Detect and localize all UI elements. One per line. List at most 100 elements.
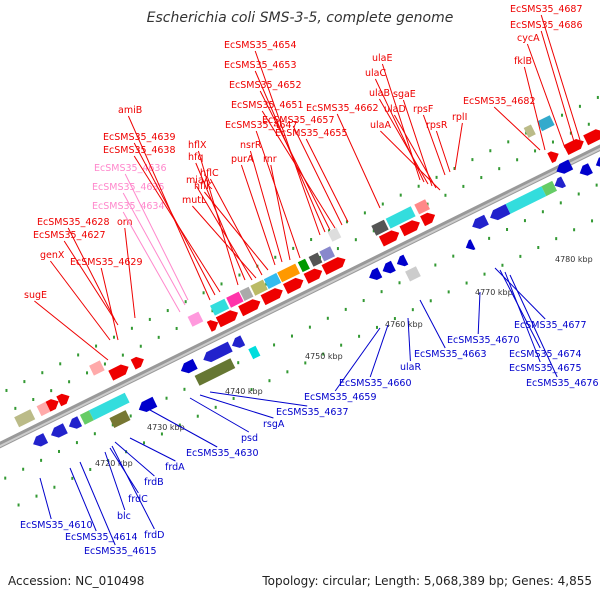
feature-leader-line: [419, 299, 446, 349]
ring-dot: [68, 380, 71, 384]
gene-feature: [465, 239, 476, 250]
ring-dot: [488, 236, 491, 240]
page-title: Escherichia coli SMS-3-5, complete genom…: [146, 10, 454, 26]
feature-leader-line: [499, 269, 541, 349]
ring-dot: [354, 238, 357, 242]
feature-label-reverse: EcSMS35_4630: [186, 448, 259, 459]
ring-dot: [578, 104, 581, 108]
feature-label-forward: nsrR: [240, 140, 262, 151]
gene-feature: [238, 299, 261, 317]
feature-label-forward: EcSMS35_4651: [231, 100, 304, 111]
ring-dot: [121, 353, 124, 357]
ring-dot: [444, 193, 447, 197]
ring-dot: [237, 361, 240, 365]
feature-leader-line: [477, 291, 481, 335]
feature-label-forward: orn: [117, 217, 133, 228]
ring-dot: [596, 95, 599, 99]
ring-dot: [250, 388, 253, 392]
ring-dot: [58, 449, 61, 453]
ring-dot: [358, 334, 361, 338]
ring-dot: [160, 432, 163, 436]
ring-dot: [322, 352, 325, 356]
gene-feature: [232, 335, 246, 348]
gene-feature: [420, 212, 436, 227]
feature-leader-line: [50, 260, 111, 341]
feature-label-forward: ulaC: [365, 68, 386, 79]
ring-dot: [523, 219, 526, 223]
ring-dot: [5, 388, 8, 392]
feature-label-forward: ulaB: [369, 88, 390, 99]
gene-feature: [248, 345, 261, 360]
feature-label-reverse: frdD: [144, 530, 164, 541]
ring-dot: [143, 441, 146, 445]
ring-dot: [112, 335, 115, 339]
gene-feature: [180, 358, 198, 374]
ring-dot: [103, 362, 106, 366]
gene-feature: [260, 288, 283, 306]
feature-leader-line: [369, 324, 389, 378]
feature-leader-line: [199, 394, 274, 419]
feature-leader-line: [124, 227, 136, 319]
ring-dot: [304, 361, 307, 365]
feature-label-forward: sgaE: [393, 89, 416, 100]
feature-leader-line: [34, 300, 109, 361]
ring-dot: [178, 423, 181, 427]
genome-backbone-highlight: [0, 147, 600, 448]
ring-dot: [483, 272, 486, 276]
feature-leader-line: [292, 125, 343, 226]
gene-feature: [382, 260, 396, 274]
scale-tick-label: 4730 kbp: [147, 423, 185, 432]
feature-leader-line: [494, 267, 546, 320]
gene-feature: [308, 252, 323, 267]
feature-label-reverse: EcSMS35_4676: [526, 378, 599, 389]
scale-tick-label: 4780 kbp: [555, 255, 593, 264]
ring-dot: [471, 158, 474, 162]
gene-feature: [215, 310, 238, 328]
feature-label-forward: EcSMS35_4647: [225, 120, 298, 131]
feature-leader-line: [149, 409, 218, 448]
feature-label-forward: genX: [40, 250, 65, 261]
ring-dot: [273, 343, 276, 347]
gene-feature: [378, 230, 400, 247]
ring-dot: [573, 228, 576, 232]
feature-leader-line: [334, 327, 381, 392]
feature-label-forward: rplI: [452, 112, 467, 123]
ring-dot: [14, 406, 17, 410]
feature-leader-line: [122, 192, 186, 306]
ring-dot: [77, 353, 80, 357]
feature-leader-line: [133, 142, 216, 296]
feature-label-reverse: EcSMS35_4659: [304, 392, 377, 403]
feature-leader-line: [454, 122, 463, 171]
feature-leader-line: [39, 477, 52, 520]
gene-feature: [45, 399, 59, 412]
ring-dot: [362, 299, 365, 303]
feature-leader-line: [504, 271, 541, 363]
feature-label-forward: EcSMS35_4627: [33, 230, 106, 241]
gene-feature: [250, 279, 268, 296]
feature-leader-line: [380, 130, 441, 191]
ring-dot: [274, 255, 277, 259]
feature-label-forward: ulaD: [384, 104, 406, 115]
ring-dot: [292, 246, 295, 250]
feature-label-reverse: frdA: [165, 462, 185, 473]
ring-dot: [308, 325, 311, 329]
ring-dot: [345, 220, 348, 224]
feature-label-forward: ulaA: [370, 120, 391, 131]
feature-label-forward: EcSMS35_4629: [70, 257, 143, 268]
feature-label-reverse: rsgA: [263, 419, 285, 430]
feature-label-forward: amiB: [118, 105, 142, 116]
feature-label-forward: EcSMS35_4636: [94, 163, 167, 174]
ring-dot: [447, 290, 450, 294]
feature-label-forward: EcSMS35_4686: [510, 20, 583, 31]
gene-feature: [88, 392, 130, 421]
ring-dot: [519, 254, 522, 258]
feature-label-forward: EcSMS35_4639: [103, 132, 176, 143]
ring-dot: [32, 398, 35, 402]
ring-dot: [238, 273, 241, 277]
gene-feature: [283, 277, 304, 294]
feature-label-reverse: EcSMS35_4660: [339, 378, 412, 389]
gene-feature: [523, 124, 536, 138]
feature-label-forward: rnr: [263, 154, 277, 165]
ring-dot: [196, 414, 199, 418]
feature-leader-line: [336, 113, 381, 209]
